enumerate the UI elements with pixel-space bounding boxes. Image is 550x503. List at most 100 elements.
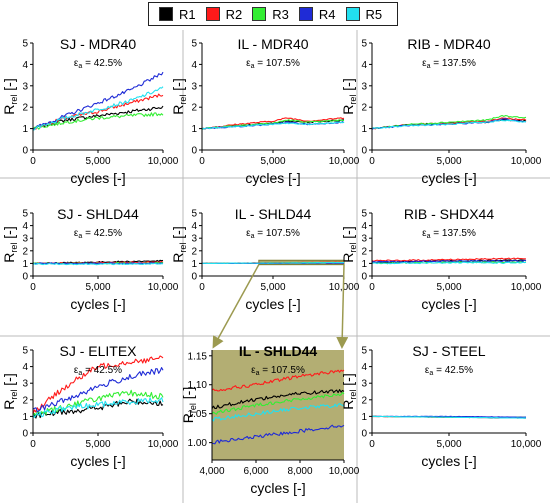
panel-title: SJ - ELITEX bbox=[59, 343, 137, 359]
y-axis-label-unit: [-] bbox=[1, 78, 17, 94]
strain-value: = 137.5% bbox=[431, 58, 476, 69]
y-axis-label: Rrel [-] bbox=[340, 226, 358, 262]
y-tick-label: 0 bbox=[361, 146, 367, 157]
legend-item-r3: R3 bbox=[252, 7, 289, 22]
series-line-r5 bbox=[201, 121, 345, 130]
zoom-connector-left bbox=[212, 264, 260, 349]
strain-symbol: ε bbox=[422, 228, 427, 239]
series-line-r4 bbox=[32, 262, 164, 265]
y-tick-label: 5 bbox=[22, 346, 28, 357]
y-axis-label-unit: [-] bbox=[340, 226, 356, 242]
legend-item-r2: R2 bbox=[205, 7, 242, 22]
y-tick-label: 5 bbox=[22, 209, 28, 220]
legend-item-r4: R4 bbox=[298, 7, 336, 22]
y-tick-label: 4 bbox=[22, 221, 28, 232]
plot-background bbox=[33, 213, 163, 276]
strain-label: εa = 107.5% bbox=[246, 228, 300, 240]
legend-swatch bbox=[205, 7, 220, 21]
y-tick-label: 5 bbox=[191, 209, 197, 220]
y-tick-label: 0 bbox=[22, 146, 28, 157]
series-line-r5 bbox=[371, 261, 526, 265]
strain-subscript: a bbox=[429, 370, 433, 377]
y-tick-label: 2 bbox=[361, 246, 367, 257]
strain-subscript: a bbox=[427, 63, 431, 70]
zoom-connector-right bbox=[336, 264, 349, 349]
legend-item-r5: R5 bbox=[345, 6, 383, 22]
panel-7: 1.00 1.05 1.10 1.15 4,000 6,000 8,000 10,000 cyc… bbox=[180, 343, 360, 496]
x-tick-label: 10,000 bbox=[329, 466, 360, 477]
y-axis-label-sub: rel bbox=[188, 403, 198, 413]
strain-label: εa = 42.5% bbox=[74, 58, 122, 70]
series-line-r5 bbox=[32, 86, 164, 131]
strain-label: εa = 42.5% bbox=[74, 365, 122, 377]
series-line-r5 bbox=[32, 397, 164, 418]
panel-title: IL - SHLD44 bbox=[239, 343, 318, 359]
strain-value: = 42.5% bbox=[82, 58, 122, 69]
y-axis-label-main: R bbox=[1, 253, 17, 263]
x-tick-label: 10,000 bbox=[148, 156, 179, 167]
y-axis-label: Rrel [-] bbox=[340, 373, 358, 409]
y-tick-label: 2 bbox=[361, 103, 367, 114]
x-axis-label: cycles [-] bbox=[421, 453, 476, 469]
legend-label: R5 bbox=[365, 6, 383, 22]
y-tick-label: 3 bbox=[22, 81, 28, 92]
strain-value: = 42.5% bbox=[433, 365, 473, 376]
panel-title: SJ - MDR40 bbox=[60, 36, 136, 52]
series-line-r5 bbox=[211, 403, 345, 422]
plot-background bbox=[372, 43, 526, 150]
y-axis-label-sub: rel bbox=[9, 390, 19, 400]
y-tick-label: 1.00 bbox=[188, 438, 208, 449]
strain-value: = 42.5% bbox=[82, 365, 122, 376]
strain-label: εa = 42.5% bbox=[425, 365, 473, 377]
y-axis-label-main: R bbox=[1, 105, 17, 115]
strain-subscript: a bbox=[251, 63, 255, 70]
series-line-r2 bbox=[201, 117, 345, 130]
y-axis-label-main: R bbox=[1, 400, 17, 410]
y-axis-label-main: R bbox=[340, 400, 356, 410]
x-axis-label: cycles [-] bbox=[70, 296, 125, 312]
strain-subscript: a bbox=[251, 233, 255, 240]
x-tick-label: 5,000 bbox=[436, 282, 461, 293]
y-tick-label: 2 bbox=[191, 246, 197, 257]
y-tick-label: 4 bbox=[191, 221, 197, 232]
plot-background bbox=[372, 350, 526, 433]
y-tick-label: 3 bbox=[361, 234, 367, 245]
plot-background bbox=[33, 350, 163, 433]
y-axis-label-unit: [-] bbox=[1, 226, 17, 242]
y-tick-label: 4 bbox=[191, 60, 197, 71]
y-tick-label: 4 bbox=[361, 362, 367, 373]
y-axis-label: Rrel [-] bbox=[340, 78, 358, 114]
legend-swatch bbox=[159, 7, 173, 21]
x-tick-label: 5,000 bbox=[85, 156, 110, 167]
strain-value: = 137.5% bbox=[431, 228, 476, 239]
y-tick-label: 2 bbox=[191, 103, 197, 114]
y-tick-label: 1 bbox=[361, 124, 367, 135]
series-line-r3 bbox=[32, 389, 164, 418]
series-line-r3 bbox=[211, 391, 345, 415]
series-line-r2 bbox=[32, 355, 164, 414]
series-line-r5 bbox=[32, 262, 163, 266]
y-tick-label: 1.10 bbox=[188, 380, 208, 391]
y-axis-label-unit: [-] bbox=[1, 373, 17, 389]
y-tick-label: 3 bbox=[361, 81, 367, 92]
panel-1: 0 1 2 3 4 5 0 5,000 10,000 cycles [-] Rrel [-] IL -… bbox=[170, 36, 360, 186]
y-tick-label: 4 bbox=[361, 60, 367, 71]
y-tick-label: 3 bbox=[361, 379, 367, 390]
y-tick-label: 5 bbox=[361, 209, 367, 220]
x-tick-label: 0 bbox=[369, 156, 375, 167]
y-axis-label-sub: rel bbox=[348, 95, 358, 105]
y-axis-label-unit: [-] bbox=[170, 226, 186, 242]
x-tick-label: 10,000 bbox=[329, 156, 360, 167]
panel-0: 0 1 2 3 4 5 0 5,000 10,000 cycles [-] Rrel [-] SJ -… bbox=[1, 36, 179, 186]
y-tick-label: 4 bbox=[22, 362, 28, 373]
panel-title: RIB - MDR40 bbox=[407, 36, 490, 52]
strain-symbol: ε bbox=[422, 58, 427, 69]
y-tick-label: 1 bbox=[361, 259, 367, 270]
x-axis-label: cycles [-] bbox=[70, 170, 125, 186]
y-tick-label: 1 bbox=[191, 259, 197, 270]
strain-symbol: ε bbox=[74, 58, 79, 69]
x-axis-label: cycles [-] bbox=[421, 296, 476, 312]
y-axis-label: Rrel [-] bbox=[170, 226, 188, 262]
x-tick-label: 0 bbox=[369, 439, 375, 450]
strain-subscript: a bbox=[78, 63, 82, 70]
